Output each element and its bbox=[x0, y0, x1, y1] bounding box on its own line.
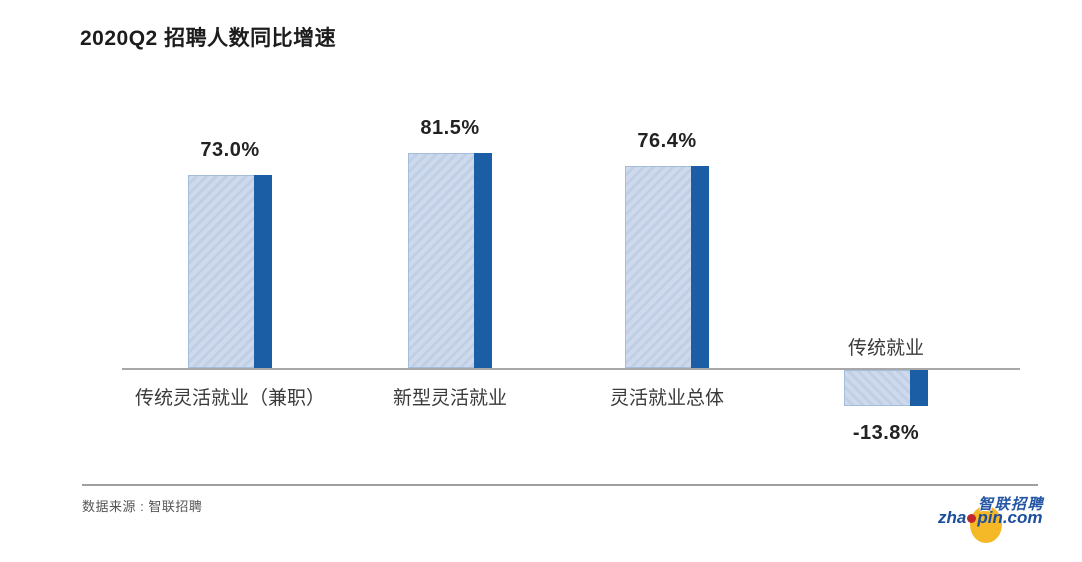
logo-domain-part1: zha bbox=[938, 508, 967, 527]
logo-chinese-brand-text: 智联招聘 bbox=[978, 496, 1045, 513]
logo-domain-text: zha pin.com bbox=[938, 508, 1043, 528]
chart-title: 2020Q2 招聘人数同比增速 bbox=[80, 27, 337, 50]
bar-value-label: 73.0% bbox=[200, 139, 260, 161]
bar-hatch-fill bbox=[408, 153, 475, 368]
category-label: 灵活就业总体 bbox=[609, 388, 724, 409]
logo-red-dot-icon bbox=[967, 514, 977, 523]
logo-yellow-circle-icon bbox=[970, 506, 1002, 543]
bar-hatch-fill bbox=[844, 370, 911, 406]
bar-dark-strip bbox=[910, 370, 928, 406]
bar-dark-strip bbox=[254, 175, 272, 368]
data-source-note: 数据来源 : 智联招聘 bbox=[82, 499, 203, 514]
zhaopin-logo: 智联招聘 zha pin.com bbox=[936, 491, 1056, 553]
bar-value-label: 76.4% bbox=[637, 130, 697, 152]
bar-dark-strip bbox=[691, 166, 709, 368]
bar-value-label: 81.5% bbox=[420, 117, 480, 139]
logo-domain-part2: pin.com bbox=[977, 508, 1043, 527]
bar-negative bbox=[844, 370, 928, 406]
bar-dark-strip bbox=[474, 153, 492, 368]
bar-value-label: -13.8% bbox=[852, 422, 920, 444]
x-axis-line bbox=[122, 368, 1020, 370]
bar-positive bbox=[188, 175, 272, 368]
bar-hatch-fill bbox=[188, 175, 255, 368]
bar-positive bbox=[408, 153, 492, 368]
bar-hatch-fill bbox=[625, 166, 692, 368]
bar-positive bbox=[625, 166, 709, 368]
category-label: 传统灵活就业（兼职） bbox=[134, 388, 325, 409]
footer-divider bbox=[82, 484, 1038, 486]
category-label: 新型灵活就业 bbox=[392, 388, 507, 409]
category-label: 传统就业 bbox=[847, 338, 924, 359]
